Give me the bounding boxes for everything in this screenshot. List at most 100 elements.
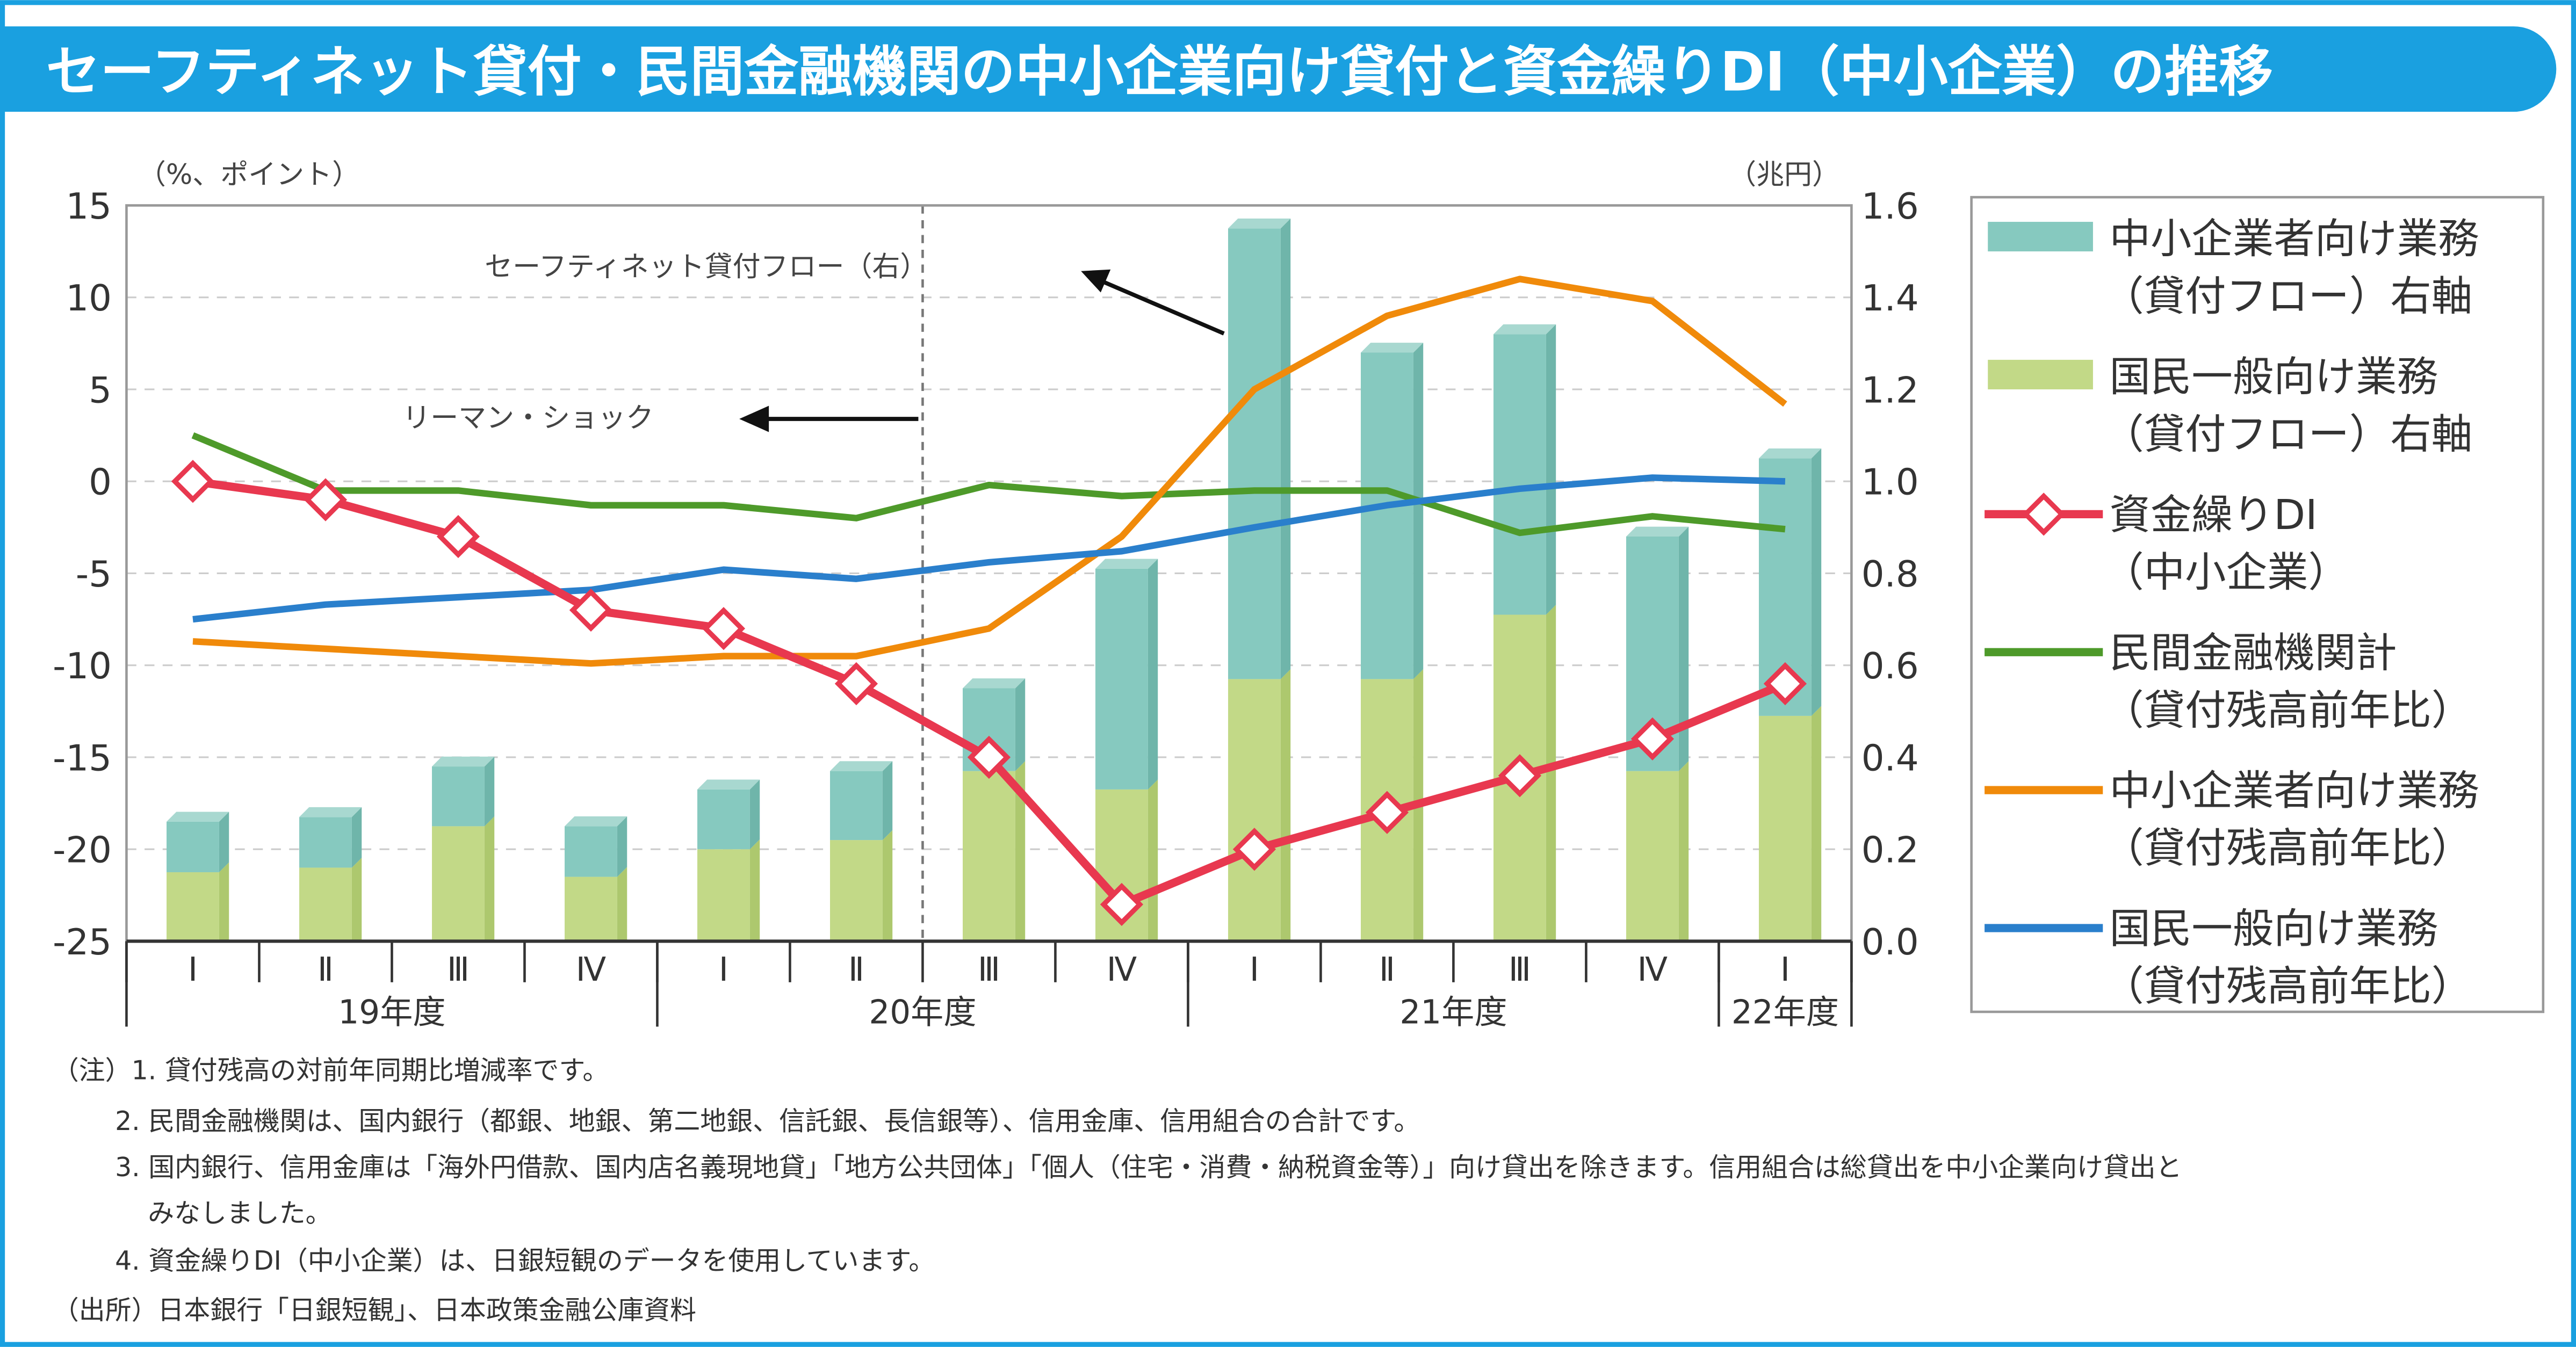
right-tick-label: 0.8 [1861,553,1919,595]
bar-sme-flow [830,771,883,841]
legend-swatch-bar [1988,359,2093,389]
category-label: Ⅲ [447,951,470,989]
legend-label: 民間金融機関計 [2110,629,2397,677]
bar-general-flow-side [617,867,627,942]
bar-sme-flow [432,766,485,827]
bar-sme-flow [1095,568,1148,790]
bar-top [963,678,1026,689]
bar-general-flow [565,877,617,942]
legend-diamond-icon [2022,493,2066,536]
category-label: Ⅳ [1107,951,1137,989]
right-tick-label: 0.6 [1861,645,1919,687]
di-marker [569,588,613,632]
bar-sme-flow-side [1413,343,1424,679]
di-marker [1100,882,1144,926]
left-axis-label: （%、ポイント） [138,159,360,191]
right-tick-label: 0.2 [1861,829,1919,871]
arrowhead [1081,269,1111,293]
footnote: 4. 資金繰りDI（中小企業）は、日銀短観のデータを使用しています。 [115,1245,935,1276]
bar-general-flow [299,867,352,942]
bar-general-flow-side [1148,779,1158,942]
bar-general-flow [1228,679,1281,942]
legend-label: （貸付残高前年比） [2103,963,2472,1011]
legend-label: （貸付残高前年比） [2103,825,2472,873]
di-marker [702,607,746,650]
private-line [191,432,1786,537]
di-marker [304,478,348,522]
category-label: Ⅳ [1637,951,1668,989]
category-label: Ⅰ [188,951,198,989]
bar-general-flow-side [1015,761,1026,942]
bar-general-flow [697,849,750,942]
bar-top [1228,218,1291,229]
bar-sme-flow [299,817,352,868]
left-tick-label: -20 [53,829,112,871]
bar-general-flow-side [749,839,760,942]
left-tick-label: -15 [53,737,112,779]
legend-label: 中小企業者向け業務 [2110,215,2479,263]
general-line [192,474,1786,623]
bar-top [830,761,893,771]
legend-box [1970,195,2545,1013]
legend-label: 中小企業者向け業務 [2110,767,2479,815]
di-marker [967,735,1011,779]
legend-label: 資金繰りDI [2110,491,2318,539]
bar-top [1095,559,1158,569]
right-axis-label: （兆円） [1728,159,1840,191]
bar-top [299,807,362,817]
bar-general-flow [963,771,1015,942]
bar-top [697,779,760,790]
annotation-arrow-safety-net [1096,277,1225,336]
footnote: みなしました。 [148,1198,331,1228]
bar-sme-flow-side [1811,448,1822,716]
di-marker [1232,828,1276,871]
left-tick-label: 5 [89,369,112,411]
bar-sme-flow-side [1546,324,1556,615]
footnote: 2. 民間金融機関は、国内銀行（都銀、地銀、第二地銀、信託銀、長信銀等）、信用金… [115,1106,1420,1136]
bar-sme-flow-side [1678,526,1689,771]
right-tick-label: 1.0 [1861,461,1919,503]
di-marker [436,515,480,559]
legend-label: （貸付残高前年比） [2103,687,2472,735]
bar-general-flow [1758,715,1812,942]
bar-sme-flow-side [1280,218,1291,679]
bar-general-flow-side [1678,761,1689,942]
sme-line [192,276,1787,667]
right-tick-label: 0.4 [1861,737,1919,779]
left-tick-label: -10 [53,645,112,687]
bar-sme-flow [697,789,750,850]
left-tick-label: -5 [76,553,112,595]
bar-top [432,756,495,767]
bar-sme-flow [1493,334,1546,615]
chart-title: セーフティネット貸付・民間金融機関の中小企業向け貸付と資金繰りDI（中小企業）の… [46,40,2273,103]
legend-label: 国民一般向け業務 [2110,353,2438,401]
di-marker [1630,717,1675,761]
bar-sme-flow-side [484,756,495,827]
bar-general-flow-side [1546,605,1556,942]
year-group-label: 20年度 [869,993,976,1031]
arrowhead [739,405,769,432]
right-tick-label: 0.0 [1861,921,1919,963]
bar-top [1360,343,1424,353]
bar-sme-flow-side [219,812,229,873]
year-group-label: 22年度 [1731,993,1839,1031]
bar-top [1758,448,1822,459]
bar-general-flow-side [484,816,495,942]
bar-sme-flow [565,826,617,877]
bar-top [167,812,229,822]
annotation-lehman: リーマン・ショック [402,402,654,434]
category-label: Ⅲ [978,951,1000,989]
bar-general-flow-side [1811,706,1822,942]
category-label: Ⅰ [1250,951,1259,989]
footnote: （注）1. 貸付残高の対前年同期比増減率です。 [53,1055,609,1085]
bar-sme-flow [167,821,219,873]
bar-general-flow-side [882,830,893,942]
di-marker [834,662,878,706]
category-label: Ⅰ [719,951,728,989]
bar-sme-flow-side [1148,559,1158,790]
bar-general-flow [432,826,485,942]
category-label: Ⅰ [1780,951,1790,989]
di-marker [171,460,215,503]
bar-general-flow-side [219,862,229,942]
